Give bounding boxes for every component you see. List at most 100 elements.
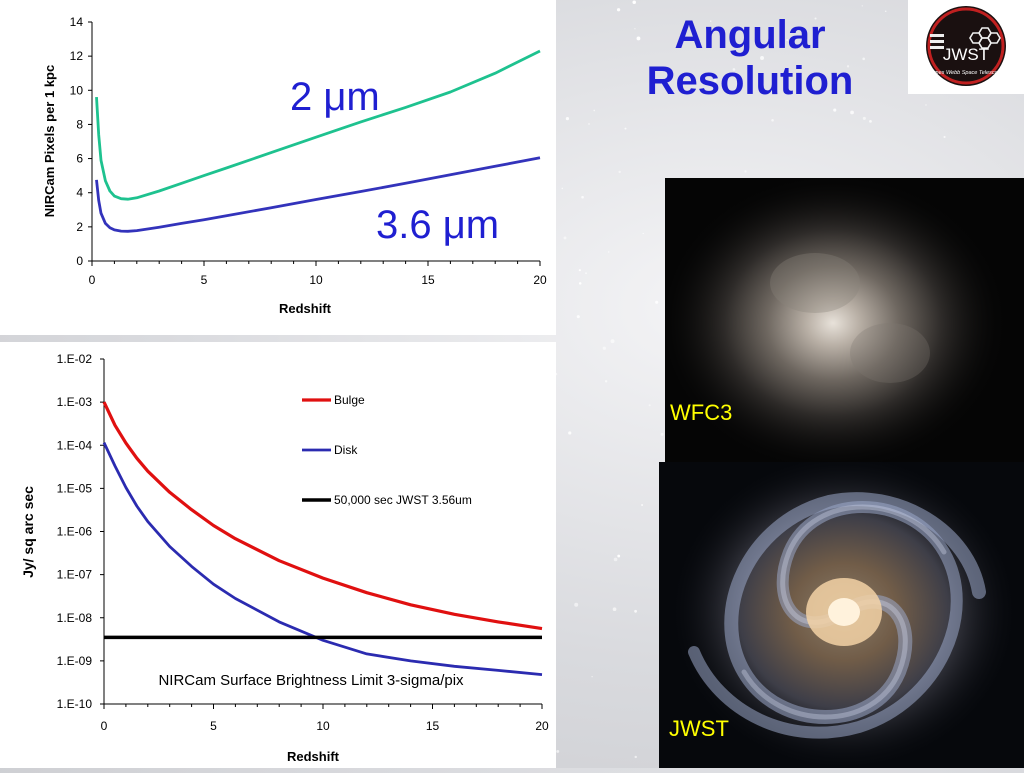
star [624,127,627,130]
star [732,68,736,71]
slide-title: Angular Resolution [600,12,900,104]
star [862,116,866,120]
y-tick-label: 1.E-09 [57,654,93,668]
star [869,119,872,123]
x-tick-label: 20 [533,273,547,287]
legend-label-bulge: Bulge [334,393,365,407]
star [744,170,747,173]
y-axis-label: NIRCam Pixels per 1 kpc [42,65,57,217]
star [850,110,854,115]
series-line-disk [102,442,543,676]
annotation-3-6um: 3.6 μm [376,203,499,247]
star [833,108,837,112]
star [585,272,587,275]
star [593,109,596,112]
surface-brightness-annotation: NIRCam Surface Brightness Limit 3-sigma/… [158,672,464,689]
star [636,36,641,41]
x-tick-label: 20 [535,719,549,733]
y-tick-label: 1.E-10 [57,697,93,711]
star [943,135,946,139]
star [655,300,659,304]
x-tick-label: 10 [316,719,330,733]
star [588,123,590,125]
star [618,170,621,174]
star [578,269,581,272]
x-tick-label: 10 [309,273,323,287]
x-tick-label: 15 [426,719,440,733]
y-tick-label: 1.E-06 [57,525,93,539]
legend-label-disk: Disk [334,443,358,457]
star [632,0,637,5]
y-tick-label: 14 [70,15,84,29]
series-line-bulge [102,401,543,631]
star [574,602,579,607]
star [846,65,850,68]
star [786,38,789,41]
star [660,432,664,436]
top-chart-panel: 0 2 4 6 8 10 12 14 0 5 10 15 20 2 μm 3.6 μm Redshift… [0,0,556,335]
x-tick-label: 0 [89,273,96,287]
jwst-label: JWST [669,716,729,741]
star [561,187,564,190]
star [591,675,593,678]
star [713,78,717,83]
star [604,380,608,383]
star [814,17,817,20]
y-tick-label: 1.E-08 [57,611,93,625]
star [613,557,618,562]
y-tick-label: 2 [76,220,83,234]
jwst-galaxy-image: JWST [659,462,1024,768]
y-axis-label: Jy/ sq arc sec [20,486,36,578]
star [616,8,621,12]
surface-brightness-chart: 1.E-10 1.E-09 1.E-08 1.E-07 1.E-06 1.E-05 1.E-… [20,352,549,764]
star [648,404,651,407]
star [710,20,712,22]
star [634,28,636,30]
y-tick-label: 1.E-02 [57,352,93,366]
star [845,75,847,78]
x-axis-label: Redshift [287,749,340,764]
y-tick-label: 1.E-07 [57,568,93,582]
x-tick-label: 5 [210,719,217,733]
star [771,118,774,122]
x-tick-label: 5 [201,273,208,287]
star [576,315,580,319]
y-tick-label: 1.E-04 [57,438,93,452]
annotation-2um: 2 μm [290,75,380,119]
star [641,504,643,506]
star [563,236,567,240]
star [634,755,637,759]
star [581,195,584,199]
star [862,57,865,61]
y-tick-label: 4 [76,186,83,200]
star [642,232,644,235]
jwst-logo-graphic: JWST James Webb Space Telescope [926,6,1006,86]
star [612,607,617,612]
star [602,346,606,350]
star [568,431,572,435]
wfc3-label: WFC3 [670,400,733,425]
title-line-1: Angular [674,13,826,57]
y-tick-label: 8 [76,117,83,131]
logo-subtext: James Webb Space Telescope [927,70,1004,76]
y-tick-label: 10 [70,83,84,97]
y-tick-label: 12 [70,49,84,63]
x-tick-label: 15 [421,273,435,287]
y-tick-label: 1.E-03 [57,395,93,409]
star [578,282,582,285]
y-tick-label: 1.E-05 [57,481,93,495]
y-tick-label: 6 [76,152,83,166]
star [565,117,570,121]
star [617,554,621,558]
x-axis-label: Redshift [279,301,332,316]
star [861,5,863,7]
star [556,749,560,753]
star [607,251,610,253]
series-line-3-6um [95,156,541,233]
pixels-per-kpc-chart: 0 2 4 6 8 10 12 14 0 5 10 15 20 2 μm 3.6 μm Redshift… [42,15,547,316]
legend-label-jwst-limit: 50,000 sec JWST 3.56um [334,493,472,507]
title-line-2: Resolution [646,59,854,103]
star [884,10,887,13]
x-tick-label: 0 [101,719,108,733]
star [610,339,615,344]
